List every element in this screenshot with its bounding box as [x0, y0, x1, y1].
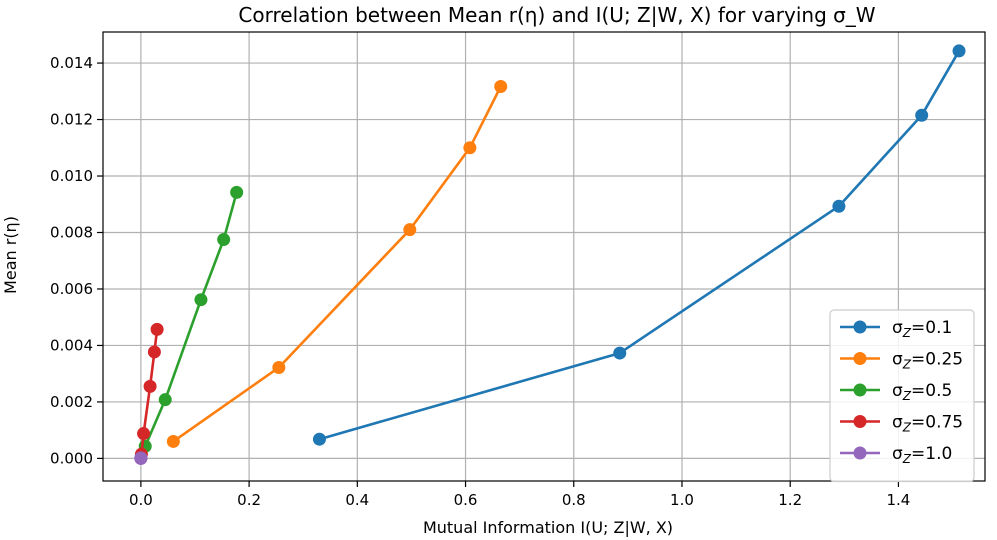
- data-point: [194, 293, 208, 307]
- data-point: [137, 427, 151, 441]
- legend-label: σZ=1.0: [892, 444, 952, 466]
- legend-label: σZ=0.5: [892, 381, 952, 403]
- series-layer: [134, 44, 966, 465]
- data-point: [158, 393, 172, 407]
- data-point: [272, 360, 286, 374]
- plot-frame: [102, 31, 986, 482]
- data-point: [613, 346, 627, 360]
- y-tick-label: 0.006: [50, 280, 93, 298]
- y-axis-label: Mean r(η): [1, 216, 20, 294]
- data-point: [403, 223, 417, 237]
- data-point: [147, 345, 161, 359]
- data-point: [143, 379, 157, 393]
- series-0: [312, 44, 966, 446]
- x-axis: 0.0 0.2 0.4 0.6 0.8 1.0 1.2 1.4: [129, 481, 910, 509]
- series-1: [166, 80, 508, 448]
- legend-label: σZ=0.75: [892, 413, 963, 435]
- legend-marker: [853, 352, 867, 365]
- y-tick-label: 0.008: [50, 223, 93, 241]
- legend-item: σZ=0.5: [840, 381, 952, 403]
- legend-label: σZ=0.1: [892, 318, 952, 340]
- x-tick-label: 1.4: [886, 491, 910, 509]
- legend-marker: [853, 415, 867, 428]
- y-tick-label: 0.010: [50, 167, 93, 185]
- legend-box: [829, 309, 975, 483]
- y-tick-label: 0.004: [50, 336, 93, 354]
- data-point: [832, 199, 846, 213]
- y-axis: 0.000 0.002 0.004 0.006 0.008 0.010 0.012 0.014: [50, 54, 103, 467]
- x-tick-label: 0.2: [237, 491, 261, 509]
- y-tick-label: 0.012: [50, 111, 93, 129]
- series-2: [138, 185, 244, 453]
- x-axis-label: Mutual Information I(U; Z|W, X): [423, 518, 673, 537]
- x-tick-label: 1.0: [670, 491, 694, 509]
- data-point: [312, 432, 326, 446]
- data-point: [217, 233, 231, 247]
- data-point: [150, 322, 164, 336]
- x-tick-label: 0.0: [129, 491, 153, 509]
- chart-title: Correlation between Mean r(η) and I(U; Z…: [238, 3, 875, 27]
- legend: σZ=0.1 σZ=0.25 σZ=0.5 σZ=0.75 σZ=1.0: [829, 309, 975, 483]
- legend-item: σZ=0.1: [840, 318, 952, 340]
- data-point: [166, 434, 180, 448]
- data-point: [952, 44, 966, 58]
- y-tick-label: 0.014: [50, 54, 93, 72]
- legend-marker: [853, 383, 867, 397]
- data-point: [230, 185, 244, 199]
- series-4: [134, 451, 148, 465]
- legend-item: σZ=1.0: [840, 444, 952, 466]
- legend-item: σZ=0.75: [840, 413, 963, 435]
- y-tick-label: 0.000: [50, 449, 93, 467]
- y-tick-label: 0.002: [50, 393, 93, 411]
- legend-marker: [853, 446, 867, 460]
- x-tick-label: 1.2: [778, 491, 802, 509]
- x-tick-label: 0.4: [345, 491, 369, 509]
- data-point: [463, 141, 477, 155]
- x-tick-label: 0.6: [454, 491, 478, 509]
- data-point: [915, 108, 929, 122]
- legend-label: σZ=0.25: [892, 350, 963, 372]
- legend-marker: [853, 320, 867, 334]
- data-point: [494, 80, 508, 94]
- x-tick-label: 0.8: [562, 491, 586, 509]
- data-point: [134, 451, 148, 465]
- legend-item: σZ=0.25: [840, 350, 963, 372]
